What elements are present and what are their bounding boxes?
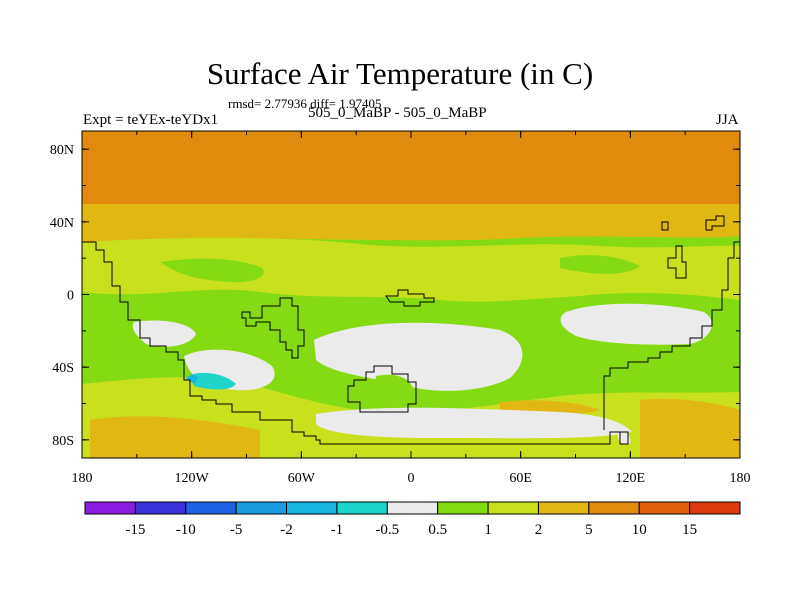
coastline-island bbox=[667, 245, 687, 279]
experiment-label: Expt = teYEx-teYDx1 bbox=[83, 112, 219, 128]
colorbar-swatch bbox=[487, 501, 539, 515]
x-tick-label: 120E bbox=[616, 471, 646, 486]
x-tick-label: 60E bbox=[509, 471, 532, 486]
coastline-north-east bbox=[705, 215, 725, 231]
colorbar-label: 5 bbox=[585, 522, 593, 538]
colorbar-swatch bbox=[537, 501, 590, 515]
colorbar-swatch bbox=[134, 501, 187, 515]
colorbar: -15 -10 -5 -2 -1 -0.5 0.5 1 2 5 10 15 bbox=[84, 501, 741, 538]
field-nearzero-6 bbox=[617, 431, 631, 445]
field-patch-south-west bbox=[90, 416, 260, 458]
subtitle-label: 505_0_MaBP - 505_0_MaBP bbox=[308, 105, 487, 121]
field-band-north bbox=[82, 131, 740, 209]
colorbar-label: -10 bbox=[176, 522, 196, 538]
field-nearzero-5 bbox=[316, 407, 632, 439]
x-tick-label: 0 bbox=[408, 471, 415, 486]
x-tick-label: 180 bbox=[72, 471, 93, 486]
field-band-north-edge bbox=[82, 204, 740, 214]
x-tick-label: 180 bbox=[730, 471, 751, 486]
colorbar-swatch bbox=[437, 501, 489, 515]
coastline-southern-continent bbox=[347, 365, 417, 413]
colorbar-swatch bbox=[638, 501, 691, 515]
colorbar-label: -2 bbox=[280, 522, 293, 538]
colorbar-swatch bbox=[235, 501, 288, 515]
colorbar-swatch bbox=[336, 501, 388, 515]
colorbar-swatch bbox=[185, 501, 237, 515]
y-tick-label: 40S bbox=[52, 361, 74, 376]
colorbar-label: -1 bbox=[331, 522, 344, 538]
field-patch-3 bbox=[374, 374, 414, 402]
y-tick-label: 80N bbox=[50, 143, 74, 158]
colorbar-label: 10 bbox=[632, 522, 647, 538]
colorbar-label: 2 bbox=[535, 522, 543, 538]
colorbar-label: -15 bbox=[125, 522, 145, 538]
colorbar-label: -5 bbox=[230, 522, 243, 538]
colorbar-swatch bbox=[386, 501, 439, 515]
stats-line: rmsd= 2.77936 diff= 1.97405 bbox=[228, 96, 382, 111]
x-tick-label: 60W bbox=[288, 471, 316, 486]
field-cooling-patch bbox=[190, 372, 236, 390]
coastline-small-continent bbox=[385, 289, 435, 307]
season-label: JJA bbox=[716, 112, 739, 128]
x-tick-label: 120W bbox=[175, 471, 210, 486]
colorbar-swatch bbox=[588, 501, 640, 515]
y-tick-label: 80S bbox=[52, 434, 74, 449]
coastline-americas-antarctica bbox=[82, 241, 629, 445]
colorbar-label: 0.5 bbox=[428, 522, 447, 538]
field-patch-1 bbox=[160, 258, 264, 283]
field-cooling-core bbox=[186, 375, 198, 384]
field-patch-2 bbox=[560, 255, 640, 274]
field-nearzero-1 bbox=[132, 320, 196, 347]
plot-title: Surface Air Temperature (in C) bbox=[206, 56, 594, 91]
colorbar-label: 15 bbox=[682, 522, 697, 538]
colorbar-label: 1 bbox=[484, 522, 492, 538]
colorbar-swatch bbox=[689, 501, 741, 515]
colorbar-label: -0.5 bbox=[375, 522, 399, 538]
coastline-east bbox=[603, 241, 740, 430]
y-tick-label: 40N bbox=[50, 216, 74, 231]
field-nearzero-4 bbox=[560, 303, 712, 345]
coastline-south-america bbox=[241, 297, 305, 359]
coastline-islet bbox=[661, 221, 669, 231]
field-band-midlat bbox=[82, 209, 740, 242]
y-tick-label: 0 bbox=[67, 289, 74, 304]
y-axis: 80N 40N 0 40S 80S bbox=[50, 143, 740, 449]
field-band-tropics bbox=[82, 237, 740, 302]
colorbar-swatch bbox=[286, 501, 338, 515]
field-patch-south-east bbox=[640, 398, 740, 458]
coastlines bbox=[82, 215, 740, 445]
x-axis: 180 120W 60W 0 60E 120E 180 bbox=[72, 131, 751, 486]
colorbar-swatch bbox=[84, 501, 136, 515]
